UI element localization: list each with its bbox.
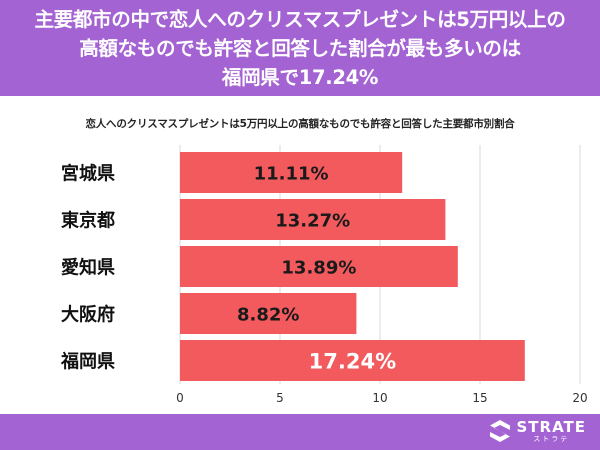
category-label: 福岡県 xyxy=(60,351,115,373)
logo-sub: ストラテ xyxy=(533,434,570,443)
value-label: 11.11% xyxy=(254,164,329,185)
chart-title: 恋人へのクリスマスプレゼントは5万円以上の高額なものでも許容と回答した主要都市別… xyxy=(85,118,515,130)
x-tick-label: 5 xyxy=(276,391,284,405)
value-label: 13.27% xyxy=(275,211,350,232)
x-tick-label: 20 xyxy=(572,391,587,405)
category-label: 大阪府 xyxy=(61,304,115,326)
headline-line-1: 主要都市の中で恋人へのクリスマスプレゼントは5万円以上の xyxy=(34,7,566,31)
x-tick-label: 15 xyxy=(472,391,487,405)
strate-s-icon xyxy=(490,420,511,442)
x-tick-label: 0 xyxy=(176,391,184,405)
value-label: 13.89% xyxy=(281,258,356,279)
strate-logo: STRATE ストラテ xyxy=(489,419,586,443)
bar xyxy=(180,152,403,193)
logo-name: STRATE xyxy=(516,417,586,436)
bar-chart: 0 5 10 15 20 宮城県 11.11% 東京都 13.27% 愛知県 13.89% 大阪府 8.… xyxy=(60,145,588,405)
value-label: 8.82% xyxy=(237,305,299,326)
headline-line-3: 福岡県で17.24% xyxy=(221,65,379,89)
footer-banner: STRATE ストラテ xyxy=(0,414,600,450)
headline-line-2: 高額なものでも許容と回答した割合が最も多いのは xyxy=(79,36,521,60)
bar xyxy=(180,199,446,240)
value-label: 17.24% xyxy=(309,350,396,374)
x-tick-label: 10 xyxy=(372,391,387,405)
category-label: 宮城県 xyxy=(61,163,115,185)
category-label: 東京都 xyxy=(61,210,115,232)
header-banner: 主要都市の中で恋人へのクリスマスプレゼントは5万円以上の 高額なものでも許容と回… xyxy=(0,0,600,96)
bar xyxy=(180,246,458,287)
category-label: 愛知県 xyxy=(61,257,115,279)
bar xyxy=(180,340,525,381)
bar xyxy=(180,293,357,334)
